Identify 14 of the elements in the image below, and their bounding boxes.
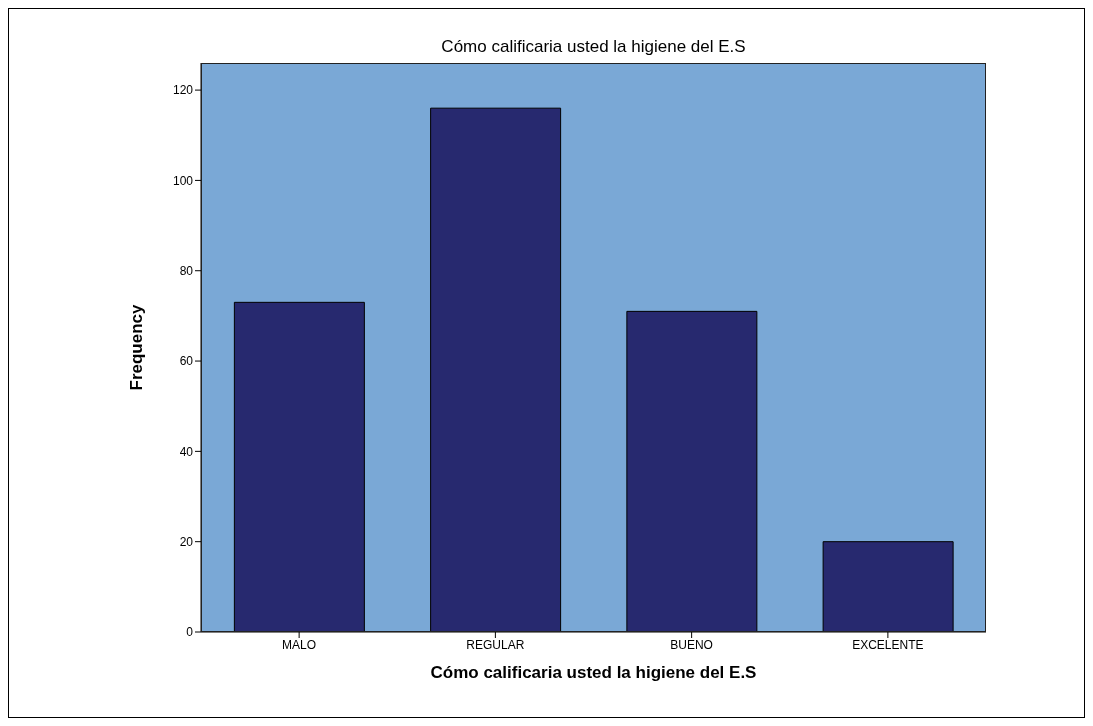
y-tick-label: 20 — [179, 534, 194, 549]
y-tick-label: 40 — [179, 444, 194, 459]
x-tick-label: REGULAR — [466, 637, 525, 652]
y-tick-label: 0 — [186, 625, 194, 640]
y-axis-title: Frequency — [127, 303, 147, 391]
y-tick-label: 100 — [172, 173, 194, 188]
x-tick-label: EXCELENTE — [852, 637, 924, 652]
y-tick-label: 120 — [172, 83, 194, 98]
y-tick-label: 80 — [179, 263, 194, 278]
chart-title: Cómo calificaria usted la higiene del E.S — [440, 37, 747, 57]
x-axis-title: Cómo calificaria usted la higiene del E.S — [430, 663, 757, 682]
x-tick-label: BUENO — [670, 637, 713, 652]
y-tick-label: 60 — [179, 354, 194, 369]
x-tick-label: MALO — [282, 637, 317, 652]
